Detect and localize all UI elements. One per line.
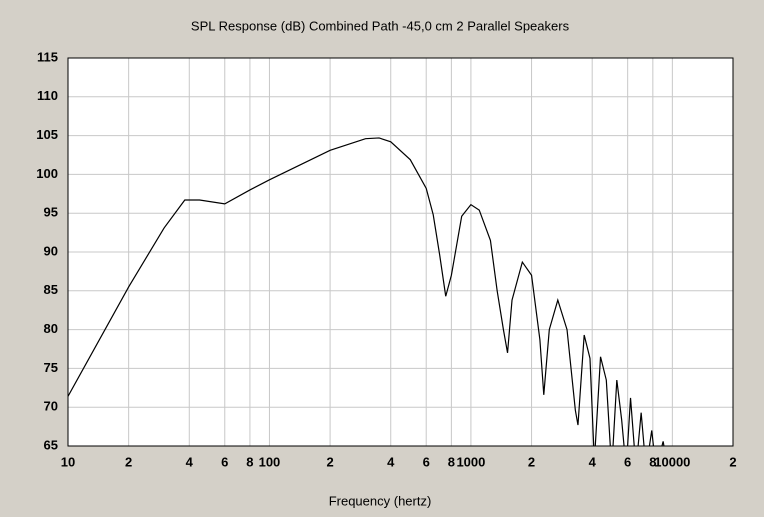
plot-border xyxy=(67,57,734,447)
y-tick-label: 95 xyxy=(44,205,58,220)
x-tick-label: 2 xyxy=(528,454,535,469)
x-tick-label: 2 xyxy=(729,454,736,469)
x-tick-label: 6 xyxy=(624,454,631,469)
chart-title: SPL Response (dB) Combined Path -45,0 cm… xyxy=(191,18,570,33)
x-tick-label: 10 xyxy=(61,454,75,469)
x-tick-label: 8 xyxy=(649,454,656,469)
y-tick-label: 80 xyxy=(44,321,58,336)
x-axis-label: Frequency (hertz) xyxy=(329,493,432,508)
x-tick-label: 2 xyxy=(326,454,333,469)
y-tick-label: 90 xyxy=(44,243,58,258)
x-tick-label: 2 xyxy=(125,454,132,469)
y-tick-label: 65 xyxy=(44,437,58,452)
y-tick-label: 115 xyxy=(37,49,58,64)
x-tick-label: 100 xyxy=(259,454,281,469)
y-tick-label: 110 xyxy=(37,88,58,103)
x-tick-label: 6 xyxy=(221,454,228,469)
y-tick-label: 85 xyxy=(44,282,58,297)
x-tick-label: 4 xyxy=(589,454,597,469)
x-tick-label: 1000 xyxy=(456,454,485,469)
x-tick-label: 4 xyxy=(186,454,194,469)
x-tick-label: 8 xyxy=(448,454,455,469)
y-tick-label: 100 xyxy=(36,166,58,181)
spl-curve xyxy=(68,137,665,446)
x-tick-label: 8 xyxy=(246,454,253,469)
x-tick-label: 4 xyxy=(387,454,395,469)
y-tick-label: 75 xyxy=(44,360,58,375)
y-tick-label: 105 xyxy=(36,127,58,142)
y-tick-label: 70 xyxy=(44,399,58,414)
x-tick-label: 6 xyxy=(423,454,430,469)
x-tick-label: 10000 xyxy=(654,454,690,469)
